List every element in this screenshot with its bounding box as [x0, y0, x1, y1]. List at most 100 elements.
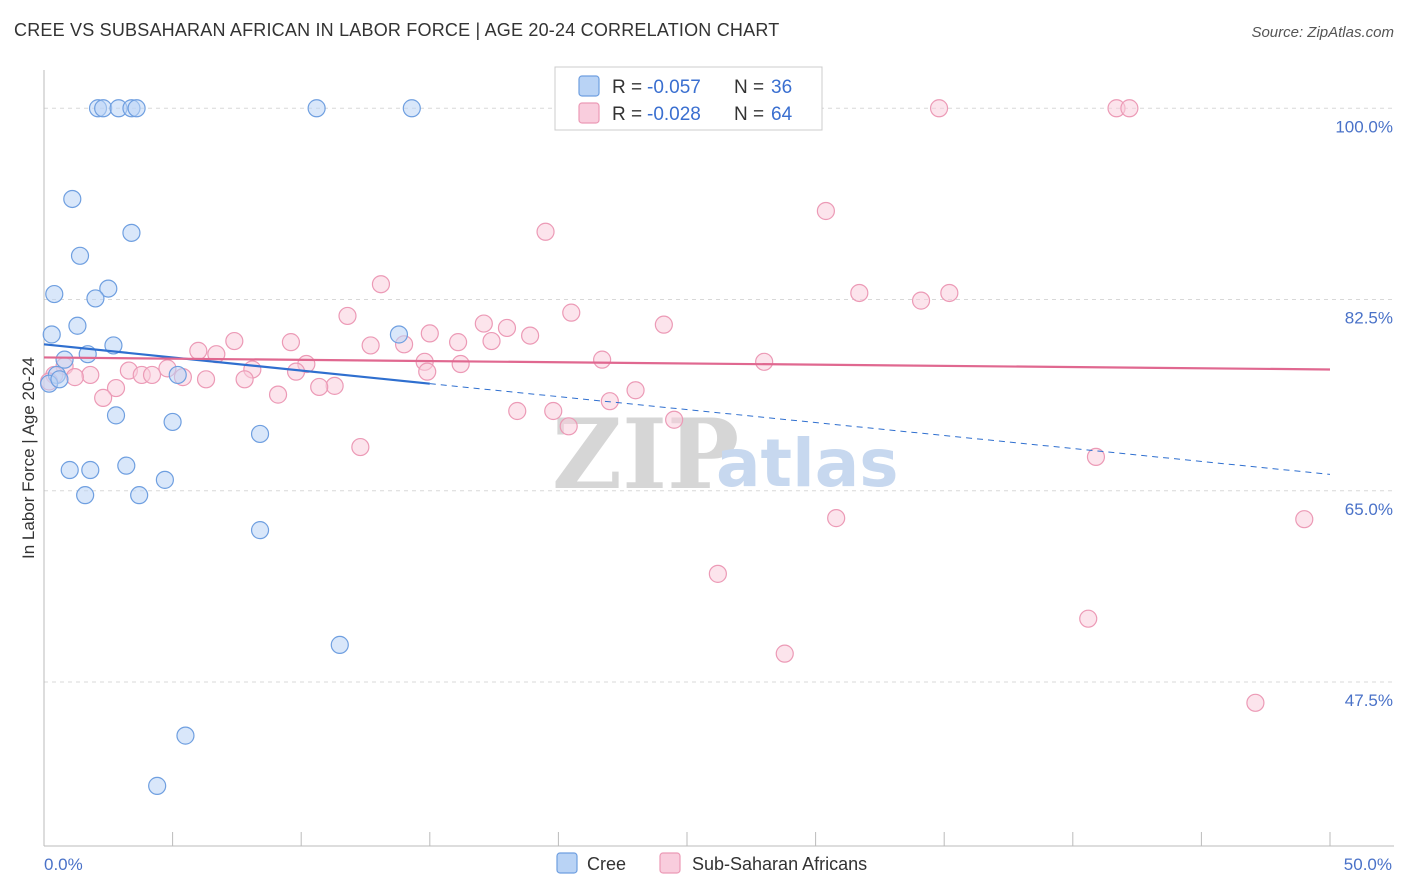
data-point-cree: [148, 776, 167, 795]
data-point-cree: [68, 316, 87, 335]
data-point-african: [559, 417, 578, 436]
source-label: Source: ZipAtlas.com: [1251, 24, 1394, 41]
trend-line-cree: [43, 343, 430, 385]
data-point-cree: [63, 189, 82, 209]
x-axis-ticks: [43, 832, 1331, 846]
data-point-african: [562, 303, 581, 322]
data-point-african: [708, 564, 727, 583]
data-point-african: [816, 201, 835, 221]
data-point-cree: [106, 406, 126, 425]
bottom-legend: Cree Sub-Saharan Africans: [556, 852, 867, 874]
trend-line-cree-extension: [429, 383, 1331, 475]
data-point-african: [665, 410, 684, 429]
data-point-african: [225, 331, 244, 351]
data-point-cree: [99, 279, 118, 298]
data-point-african: [448, 333, 468, 352]
data-point-african: [940, 283, 959, 303]
y-tick-label: 100.0%: [1335, 117, 1393, 136]
data-point-cree: [76, 486, 95, 505]
data-point-cree: [155, 470, 174, 489]
data-point-african: [521, 326, 540, 345]
data-point-african: [94, 388, 113, 407]
data-point-african: [1295, 510, 1314, 529]
data-point-cree: [50, 370, 69, 389]
data-point-african: [1120, 99, 1139, 118]
data-point-cree: [70, 246, 90, 265]
legend-african-n-value: 64: [771, 104, 793, 125]
data-point-african: [654, 315, 673, 334]
legend-african-r-label: R =: [612, 104, 642, 125]
data-point-cree: [94, 99, 113, 118]
y-tick-label: 65.0%: [1345, 500, 1393, 519]
data-point-african: [1086, 447, 1106, 467]
data-point-cree: [45, 284, 64, 304]
legend-cree-r-value: -0.057: [647, 77, 701, 98]
data-point-african: [361, 336, 380, 355]
data-point-cree: [81, 460, 100, 480]
data-point-cree: [130, 486, 149, 505]
chart-title: CREE VS SUBSAHARAN AFRICAN IN LABOR FORC…: [14, 20, 780, 40]
data-point-african: [775, 644, 794, 663]
legend-cree-n-value: 36: [771, 77, 792, 98]
data-point-african: [420, 324, 439, 343]
data-point-african: [451, 354, 470, 374]
legend-african-r-value: -0.028: [647, 104, 701, 125]
data-point-cree: [402, 99, 421, 118]
legend-cree-r-label: R =: [612, 77, 642, 98]
data-point-african: [474, 314, 493, 333]
data-point-african: [281, 333, 301, 352]
data-point-african: [268, 385, 288, 404]
data-point-african: [81, 365, 100, 385]
data-point-african: [142, 365, 162, 385]
bottom-legend-swatch-african: [659, 852, 681, 874]
data-point-african: [106, 378, 126, 398]
data-point-cree: [55, 350, 74, 369]
x-tick-label-max: 50.0%: [1344, 855, 1392, 874]
data-point-cree: [250, 424, 270, 444]
data-point-african: [196, 370, 216, 389]
legend-african-n-label: N =: [734, 104, 764, 125]
trend-lines: [43, 343, 1331, 475]
data-point-african: [508, 401, 527, 421]
data-point-african: [338, 306, 357, 326]
y-tick-label: 47.5%: [1345, 691, 1393, 710]
data-point-cree: [168, 365, 187, 385]
y-tick-label: 82.5%: [1345, 309, 1393, 328]
data-point-cree: [60, 460, 79, 480]
trend-line-african: [43, 356, 1331, 371]
data-point-african: [850, 283, 869, 303]
legend-cree-n-label: N =: [734, 77, 764, 98]
data-point-african: [911, 291, 931, 310]
data-point-african: [755, 352, 774, 371]
data-point-african: [593, 350, 612, 369]
x-tick-label-min: 0.0%: [44, 855, 83, 874]
y-axis-labels: 47.5% 65.0% 82.5% 100.0%: [1335, 117, 1393, 710]
data-point-african: [497, 318, 517, 338]
data-point-african: [626, 381, 645, 400]
data-point-african: [235, 370, 254, 389]
data-point-african: [65, 368, 84, 387]
data-point-cree: [117, 456, 136, 475]
data-point-african: [351, 437, 370, 457]
legend-swatch-cree: [578, 75, 600, 97]
data-point-african: [600, 392, 619, 411]
data-point-african: [310, 377, 329, 397]
data-point-african: [929, 99, 949, 118]
data-point-cree: [176, 726, 195, 745]
data-point-cree: [42, 325, 61, 344]
data-point-african: [544, 401, 563, 421]
bottom-legend-swatch-cree: [556, 852, 578, 874]
data-point-african: [482, 331, 501, 351]
data-point-cree: [122, 223, 141, 242]
data-point-african: [325, 376, 344, 395]
legend-box: R = -0.057 N = 36 R = -0.028 N = 64: [554, 66, 823, 131]
watermark-zip: ZIP: [552, 398, 739, 511]
data-point-cree: [330, 635, 349, 654]
data-point-african: [827, 509, 846, 528]
y-axis-title: In Labor Force | Age 20-24: [19, 357, 38, 559]
data-point-cree: [127, 99, 146, 118]
legend-swatch-african: [578, 102, 600, 124]
data-point-african: [1246, 693, 1265, 712]
bottom-legend-cree: Cree: [587, 854, 626, 874]
data-point-african: [1079, 609, 1098, 628]
